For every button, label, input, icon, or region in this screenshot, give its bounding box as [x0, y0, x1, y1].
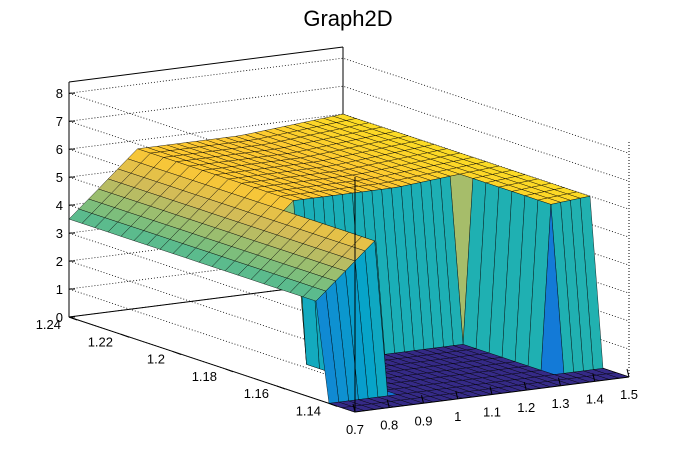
chart-title: Graph2D: [303, 6, 393, 31]
x-tick-label: 1.1: [483, 405, 501, 420]
z-tick-label: 6: [56, 142, 63, 157]
x-tick-label: 1.4: [586, 391, 604, 406]
z-gridline: [68, 281, 630, 413]
z-gridline: [68, 253, 630, 385]
x-tick-mark: [352, 403, 356, 413]
x-tick-mark: [626, 368, 630, 378]
z-tick-label: 3: [56, 226, 63, 241]
x-axis-ticks: 0.7 0.8 0.9 1 1.1 1.2 1.3 1.4 1.5: [346, 368, 638, 437]
x-tick-label: 1.5: [620, 387, 638, 402]
z-tick-label: 5: [56, 170, 63, 185]
z-tick-label: 0: [56, 310, 63, 325]
z-tick-label: 4: [56, 198, 63, 213]
y-tick-mark: [224, 368, 234, 373]
z-tick-label: 1: [56, 282, 63, 297]
y-tick-label: 1.16: [244, 386, 269, 401]
surface-mesh: [68, 113, 630, 413]
back-top-edge: [68, 46, 344, 83]
x-tick-mark: [592, 373, 596, 382]
x-tick-mark: [558, 377, 561, 386]
z-tick-label: 8: [56, 86, 63, 101]
y-tick-mark: [328, 402, 338, 407]
y-axis-ticks: 1.14 1.16 1.18 1.2 1.22 1.24: [36, 316, 338, 418]
x-tick-mark: [386, 399, 390, 408]
x-tick-label: 1: [454, 409, 461, 424]
y-tick-label: 1.14: [296, 403, 321, 418]
x-tick-label: 0.7: [346, 422, 364, 437]
y-tick-label: 1.18: [192, 369, 217, 384]
y-tick-mark: [276, 385, 286, 390]
y-tick-mark: [172, 351, 182, 356]
z-tick-label: 2: [56, 254, 63, 269]
y-tick-label: 1.2: [147, 352, 165, 367]
x-tick-mark: [421, 395, 424, 404]
x-tick-label: 0.8: [380, 418, 398, 433]
x-tick-mark: [489, 386, 493, 395]
z-tick-label: 7: [56, 114, 63, 129]
x-tick-label: 0.9: [414, 413, 432, 428]
y-tick-mark: [68, 316, 78, 321]
y-tick-label: 1.22: [88, 334, 113, 349]
x-tick-label: 1.2: [517, 400, 535, 415]
z-axis-ticks: 0 1 2 3 4 5 6 7 8: [56, 86, 75, 325]
x-tick-mark: [523, 382, 527, 391]
z-gridline: [68, 225, 630, 357]
x-tick-label: 1.3: [551, 396, 569, 411]
y-tick-mark: [120, 333, 130, 338]
y-tick-label: 1.24: [36, 317, 61, 332]
z-gridline: [68, 197, 630, 329]
x-tick-mark: [455, 390, 459, 399]
